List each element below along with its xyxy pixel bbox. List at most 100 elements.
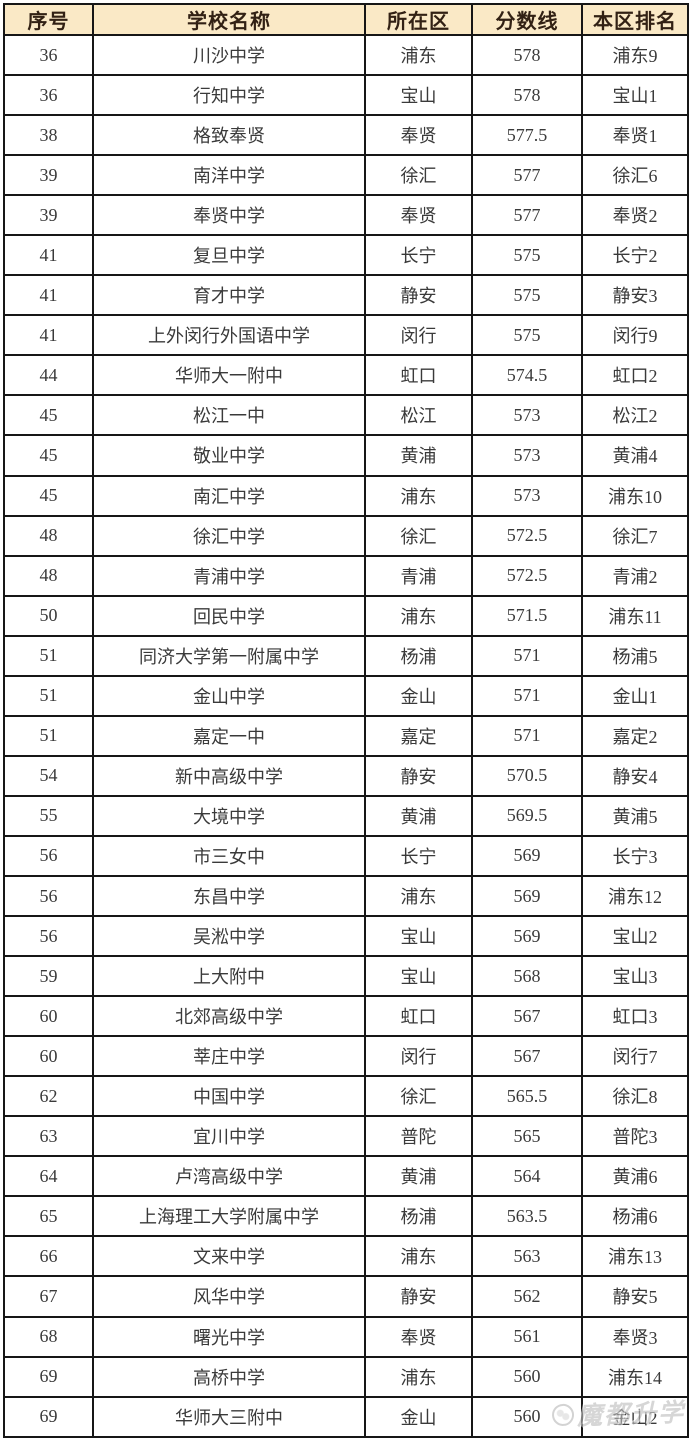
cell-rank-no: 60	[3, 1035, 94, 1078]
cell-school-name: 宜川中学	[92, 1115, 366, 1158]
table-row: 66 文来中学 浦东 563 浦东13	[3, 1235, 689, 1278]
cell-district: 金山	[364, 674, 473, 717]
cell-score-line: 575	[471, 314, 583, 357]
cell-school-name: 上大附中	[92, 955, 366, 998]
cell-district: 宝山	[364, 955, 473, 998]
cell-rank-no: 45	[3, 474, 94, 517]
cell-school-name: 金山中学	[92, 674, 366, 717]
cell-district: 浦东	[364, 1355, 473, 1398]
cell-district-rank: 普陀3	[581, 1115, 689, 1158]
cell-score-line: 561	[471, 1315, 583, 1358]
table-row: 51 金山中学 金山 571 金山1	[3, 674, 689, 717]
cell-school-name: 行知中学	[92, 74, 366, 117]
cell-school-name: 莘庄中学	[92, 1035, 366, 1078]
column-header-district-rank: 本区排名	[581, 3, 689, 36]
cell-score-line: 567	[471, 1035, 583, 1078]
cell-rank-no: 64	[3, 1155, 94, 1198]
cell-district-rank: 嘉定2	[581, 714, 689, 757]
cell-school-name: 华师大三附中	[92, 1395, 366, 1439]
cell-rank-no: 48	[3, 554, 94, 597]
cell-district-rank: 静安3	[581, 274, 689, 317]
cell-district: 金山	[364, 1395, 473, 1439]
cell-score-line: 573	[471, 394, 583, 437]
cell-school-name: 文来中学	[92, 1235, 366, 1278]
cell-rank-no: 36	[3, 33, 94, 77]
score-table: 序号 学校名称 所在区 分数线 本区排名 36 川沙中学 浦东 578 浦东9 36 行知中学 宝山 5…	[3, 3, 689, 1439]
cell-school-name: 复旦中学	[92, 234, 366, 277]
cell-district: 徐汇	[364, 514, 473, 557]
cell-district: 青浦	[364, 554, 473, 597]
table-row: 55 大境中学 黄浦 569.5 黄浦5	[3, 794, 689, 837]
table-row: 41 上外闵行外国语中学 闵行 575 闵行9	[3, 314, 689, 357]
cell-score-line: 565.5	[471, 1075, 583, 1118]
cell-score-line: 563.5	[471, 1195, 583, 1238]
cell-score-line: 571	[471, 634, 583, 677]
cell-district: 静安	[364, 754, 473, 797]
cell-score-line: 571.5	[471, 594, 583, 637]
cell-district-rank: 静安5	[581, 1275, 689, 1318]
cell-score-line: 560	[471, 1355, 583, 1398]
cell-district-rank: 浦东13	[581, 1235, 689, 1278]
table-row: 69 高桥中学 浦东 560 浦东14	[3, 1355, 689, 1398]
cell-district-rank: 奉贤1	[581, 114, 689, 157]
cell-district: 徐汇	[364, 1075, 473, 1118]
table-row: 65 上海理工大学附属中学 杨浦 563.5 杨浦6	[3, 1195, 689, 1238]
cell-district: 闵行	[364, 314, 473, 357]
table-row: 41 育才中学 静安 575 静安3	[3, 274, 689, 317]
table-row: 45 松江一中 松江 573 松江2	[3, 394, 689, 437]
cell-score-line: 562	[471, 1275, 583, 1318]
cell-rank-no: 51	[3, 714, 94, 757]
table-row: 39 南洋中学 徐汇 577 徐汇6	[3, 154, 689, 197]
cell-rank-no: 45	[3, 394, 94, 437]
cell-district: 长宁	[364, 234, 473, 277]
cell-district-rank: 静安4	[581, 754, 689, 797]
cell-district-rank: 虹口3	[581, 995, 689, 1038]
cell-rank-no: 41	[3, 234, 94, 277]
table-row: 56 吴淞中学 宝山 569 宝山2	[3, 915, 689, 958]
cell-school-name: 松江一中	[92, 394, 366, 437]
cell-district-rank: 金山2	[581, 1395, 689, 1439]
cell-score-line: 573	[471, 474, 583, 517]
cell-school-name: 上外闵行外国语中学	[92, 314, 366, 357]
cell-school-name: 奉贤中学	[92, 194, 366, 237]
table-row: 45 敬业中学 黄浦 573 黄浦4	[3, 434, 689, 477]
cell-district: 奉贤	[364, 194, 473, 237]
cell-rank-no: 50	[3, 594, 94, 637]
cell-score-line: 573	[471, 434, 583, 477]
column-header-school-name: 学校名称	[92, 3, 366, 36]
cell-school-name: 卢湾高级中学	[92, 1155, 366, 1198]
cell-district: 浦东	[364, 474, 473, 517]
cell-school-name: 格致奉贤	[92, 114, 366, 157]
cell-district-rank: 奉贤2	[581, 194, 689, 237]
cell-district-rank: 宝山2	[581, 915, 689, 958]
cell-district: 浦东	[364, 594, 473, 637]
cell-district: 闵行	[364, 1035, 473, 1078]
cell-district-rank: 金山1	[581, 674, 689, 717]
cell-school-name: 青浦中学	[92, 554, 366, 597]
cell-score-line: 570.5	[471, 754, 583, 797]
table-row: 59 上大附中 宝山 568 宝山3	[3, 955, 689, 998]
table-row: 45 南汇中学 浦东 573 浦东10	[3, 474, 689, 517]
cell-score-line: 569	[471, 834, 583, 877]
cell-district-rank: 宝山3	[581, 955, 689, 998]
cell-school-name: 南汇中学	[92, 474, 366, 517]
cell-school-name: 川沙中学	[92, 33, 366, 77]
cell-score-line: 565	[471, 1115, 583, 1158]
score-table-body: 36 川沙中学 浦东 578 浦东9 36 行知中学 宝山 578 宝山1 38 格致奉贤 奉贤 577.…	[3, 33, 689, 1439]
cell-score-line: 567	[471, 995, 583, 1038]
cell-rank-no: 63	[3, 1115, 94, 1158]
cell-rank-no: 41	[3, 274, 94, 317]
cell-school-name: 东昌中学	[92, 874, 366, 918]
cell-district: 静安	[364, 274, 473, 317]
table-row: 68 曙光中学 奉贤 561 奉贤3	[3, 1315, 689, 1358]
cell-district: 宝山	[364, 74, 473, 117]
cell-rank-no: 56	[3, 915, 94, 958]
cell-district-rank: 徐汇6	[581, 154, 689, 197]
table-row: 67 风华中学 静安 562 静安5	[3, 1275, 689, 1318]
column-header-score-line: 分数线	[471, 3, 583, 36]
cell-district: 虹口	[364, 995, 473, 1038]
cell-school-name: 育才中学	[92, 274, 366, 317]
cell-district: 松江	[364, 394, 473, 437]
cell-district-rank: 杨浦6	[581, 1195, 689, 1238]
